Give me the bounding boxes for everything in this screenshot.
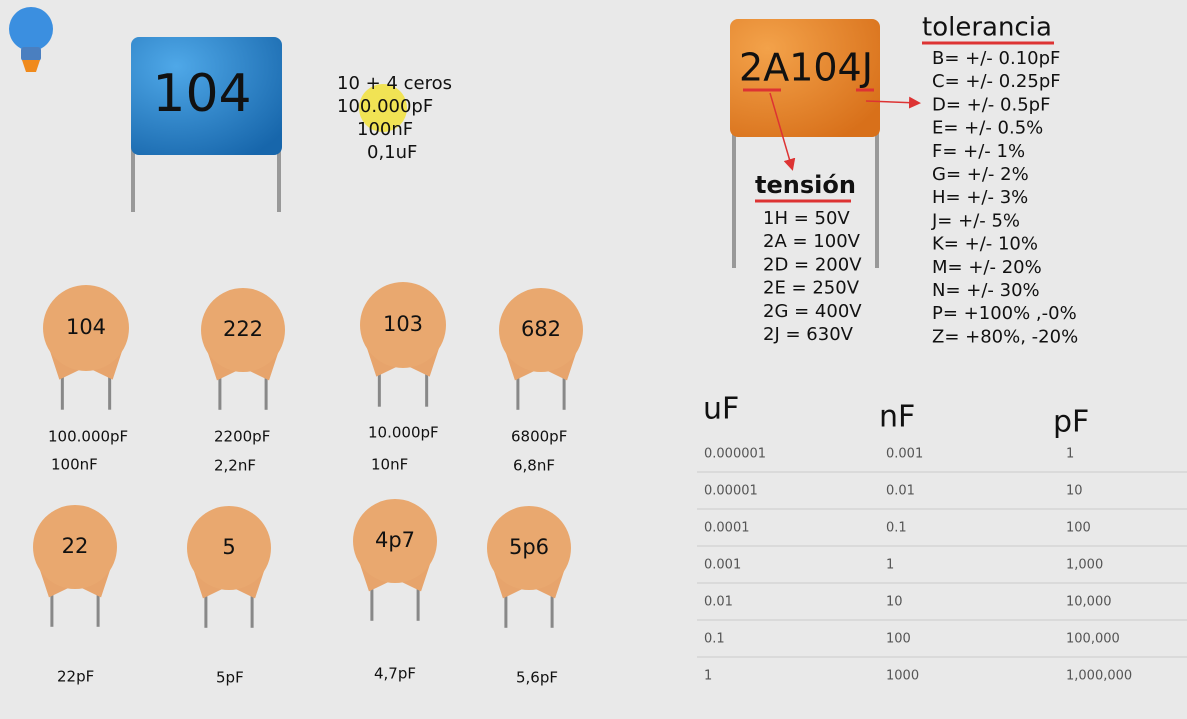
disk-label: 2200pF [214,428,270,446]
disk-code: 5p6 [509,535,549,559]
tension-item: 2E = 250V [763,278,860,299]
table-cell: 1 [1066,447,1074,462]
tension-title: tensión [755,171,856,199]
disk-label: 22pF [57,668,94,686]
table-cell: 0.01 [886,484,915,499]
table-cell: 0.01 [704,595,733,610]
cursor-highlight [359,84,407,132]
table-cell: 0.001 [886,447,923,462]
disk-code: 104 [66,315,106,339]
table-cell: 0.00001 [704,484,758,499]
disk-label: 2,2nF [214,457,256,475]
disk [33,505,117,589]
table-cell: 1,000,000 [1066,669,1132,684]
bulb-icon [9,7,53,72]
tension-item: 2G = 400V [763,301,862,322]
tension-item: 2D = 200V [763,254,862,275]
disk-label: 4,7pF [374,665,416,683]
table-cell: 10 [886,595,903,610]
tolerancia-item: D= +/- 0.5pF [932,94,1050,115]
disk-code: 222 [223,317,263,341]
tolerancia-item: H= +/- 3% [932,187,1028,208]
table-header: uF [703,392,739,427]
table-cell: 1 [704,669,712,684]
tolerancia-item: K= +/- 10% [932,234,1038,255]
disk-label: 10.000pF [368,424,439,442]
disk-label: 5pF [216,669,244,687]
tension-item: 2A = 100V [763,231,861,252]
disk [353,499,437,583]
table-cell: 1,000 [1066,558,1103,573]
disk [187,506,271,590]
table-cell: 1 [886,558,894,573]
disk [499,288,583,372]
table-cell: 10,000 [1066,595,1112,610]
disk-code: 103 [383,312,423,336]
tolerancia-item: F= +/- 1% [932,141,1025,162]
box-code: 104 [152,64,251,124]
tolerancia-item: N= +/- 30% [932,280,1040,301]
tension-item: 2J = 630V [763,324,854,345]
tolerancia-item: B= +/- 0.10pF [932,48,1060,69]
disk [201,288,285,372]
disk-label: 6800pF [511,428,567,446]
table-cell: 0.001 [704,558,741,573]
box-note: 10 + 4 ceros [337,73,452,94]
disk-label: 5,6pF [516,669,558,687]
disk-code: 5 [222,535,235,559]
table-cell: 10 [1066,484,1083,499]
tolerancia-item: C= +/- 0.25pF [932,71,1061,92]
film-capacitor [730,19,1054,268]
tolerancia-item: J= +/- 5% [931,210,1020,231]
tolerancia-item: G= +/- 2% [932,164,1029,185]
tolerancia-title: tolerancia [922,13,1052,43]
table-cell: 0.0001 [704,521,750,536]
disk [43,285,129,371]
box-capacitor [131,37,282,212]
tolerancia-item: M= +/- 20% [932,257,1042,278]
table-cell: 100 [886,632,911,647]
disk-code: 4p7 [375,528,415,552]
tolerancia-item: P= +100% ,-0% [932,303,1077,324]
disk-label: 100.000pF [48,428,128,446]
table-header: nF [879,400,915,435]
disk-code: 682 [521,317,561,341]
disk [487,506,571,590]
tolerancia-item: Z= +80%, -20% [932,326,1078,347]
table-cell: 0.1 [704,632,725,647]
table-cell: 100 [1066,521,1091,536]
table-cell: 0.000001 [704,447,766,462]
box-note: 100.000pF [337,96,433,117]
box-note: 100nF [357,119,413,140]
film-code: 2A104J [739,46,873,90]
disk-code: 22 [62,534,89,558]
table-cell: 1000 [886,669,919,684]
table-cell: 0.1 [886,521,907,536]
box-note: 0,1uF [367,142,417,163]
disk [360,282,446,368]
tolerancia-item: E= +/- 0.5% [932,118,1043,139]
table-header: pF [1053,405,1089,440]
disk-label: 100nF [51,456,98,474]
tension-item: 1H = 50V [763,208,850,229]
disk-label: 6,8nF [513,457,555,475]
table-cell: 100,000 [1066,632,1120,647]
disk-label: 10nF [371,456,408,474]
